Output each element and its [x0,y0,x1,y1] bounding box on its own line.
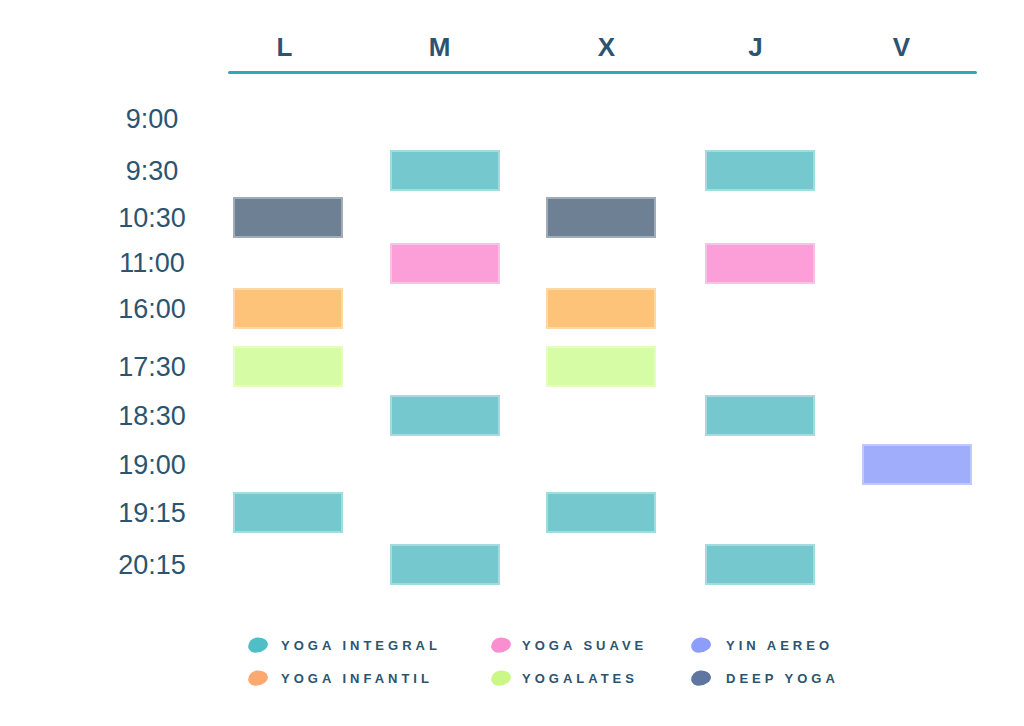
class-block-yoga-integral-M-18-30 [390,395,500,436]
class-block-yogalates-X-17-30 [546,346,656,387]
time-label-10-30: 10:30 [118,203,186,234]
class-block-yoga-integral-M-20-15 [390,544,500,585]
day-header-M: M [429,32,452,63]
day-header-X: X [598,32,616,63]
time-label-16-00: 16:00 [118,294,186,325]
class-block-deep-yoga-L-10-30 [233,197,343,238]
class-block-yin-aereo-V-19-00 [862,444,972,485]
time-label-9-00: 9:00 [126,104,179,135]
legend-label-yoga-infantil: YOGA INFANTIL [281,671,433,686]
class-block-yoga-suave-M-11-00 [390,243,500,284]
time-label-20-15: 20:15 [118,550,186,581]
class-block-yoga-infantil-L-16-00 [233,288,343,329]
yoga-schedule: L M X J V 9:00 9:30 10:30 11:00 16:00 17:30 18:30 19… [0,0,1024,726]
legend-label-yogalates: YOGALATES [522,671,638,686]
legend-swatch-deep-yoga [690,670,711,687]
time-label-9-30: 9:30 [126,156,179,187]
class-block-yogalates-L-17-30 [233,346,343,387]
legend-label-deep-yoga: DEEP YOGA [726,671,839,686]
class-block-yoga-integral-J-20-15 [705,544,815,585]
legend-swatch-yin-aereo [690,637,711,654]
class-block-yoga-integral-J-18-30 [705,395,815,436]
time-label-18-30: 18:30 [118,401,186,432]
class-block-yoga-integral-M-9-30 [390,150,500,191]
class-block-yoga-infantil-X-16-00 [546,288,656,329]
legend-label-yoga-integral: YOGA INTEGRAL [281,638,441,653]
legend-label-yin-aereo: YIN AEREO [726,638,833,653]
legend-swatch-yoga-infantil [247,670,268,687]
time-label-11-00: 11:00 [119,248,185,279]
class-block-yoga-integral-X-19-15 [546,492,656,533]
header-underline [228,71,977,74]
day-header-L: L [277,32,294,63]
legend-swatch-yoga-suave [490,637,511,654]
class-block-yoga-integral-J-9-30 [705,150,815,191]
class-block-yoga-suave-J-11-00 [705,243,815,284]
class-block-yoga-integral-L-19-15 [233,492,343,533]
day-header-V: V [893,32,911,63]
class-block-deep-yoga-X-10-30 [546,197,656,238]
legend-swatch-yogalates [490,670,511,687]
day-header-J: J [748,32,763,63]
legend-swatch-yoga-integral [247,637,268,654]
time-label-19-00: 19:00 [118,450,186,481]
time-label-17-30: 17:30 [118,352,186,383]
time-label-19-15: 19:15 [118,498,186,529]
legend-label-yoga-suave: YOGA SUAVE [522,638,647,653]
